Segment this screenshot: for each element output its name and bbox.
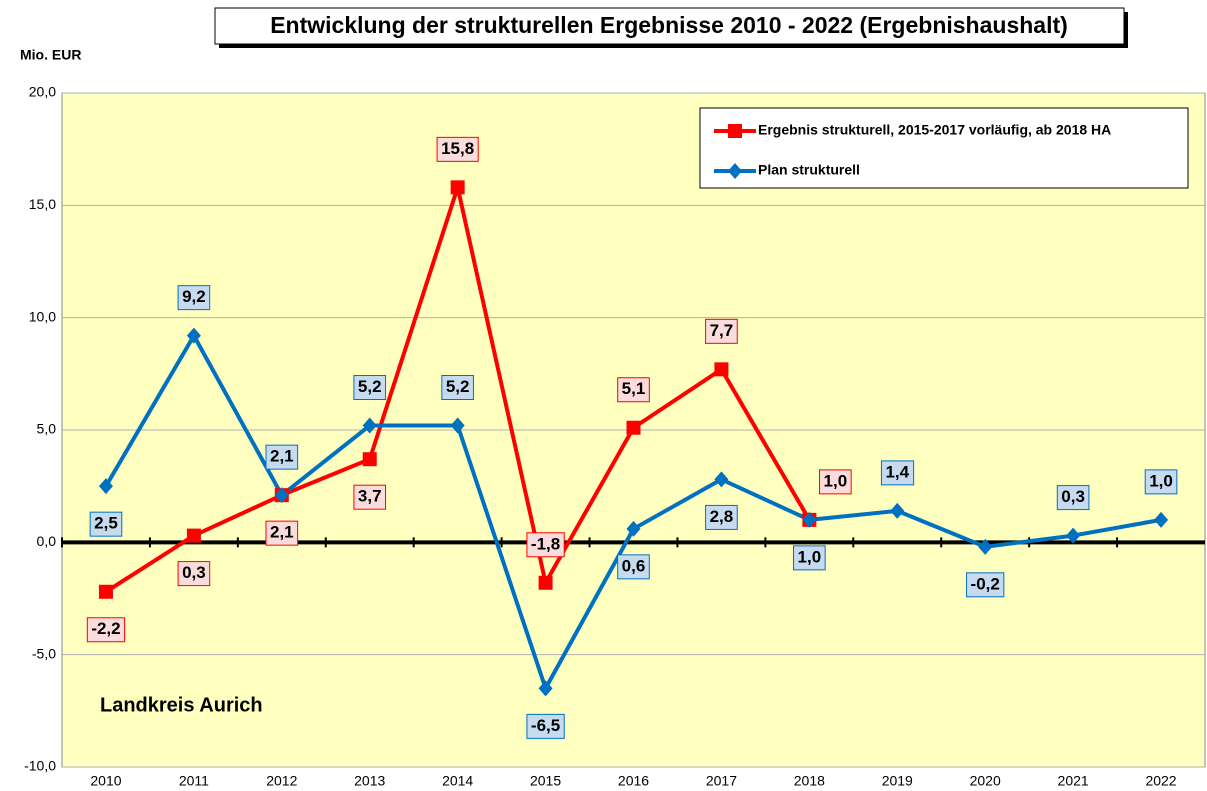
data-label-box [617, 377, 650, 403]
data-label-box [966, 572, 1005, 598]
x-tick-label: 2011 [179, 773, 209, 789]
data-label-box [526, 713, 565, 739]
x-tick-label: 2014 [442, 773, 473, 789]
data-label: 1,0 [824, 471, 848, 490]
marker [978, 538, 993, 555]
data-label-box [265, 444, 299, 470]
marker [98, 478, 113, 495]
y-tick-label: -5,0 [32, 645, 56, 661]
x-tick-label: 2017 [706, 773, 737, 789]
marker [714, 362, 729, 377]
data-label: -6,5 [531, 716, 560, 735]
data-label-box [617, 554, 650, 580]
data-label-box [705, 318, 738, 344]
marker [98, 584, 113, 599]
marker [538, 575, 553, 590]
x-tick-label: 2020 [970, 773, 1001, 789]
data-label: 1,0 [798, 547, 822, 566]
chart-title: Entwicklung der strukturellen Ergebnisse… [270, 12, 1068, 38]
legend-box [699, 107, 1189, 189]
data-label: 0,3 [1061, 487, 1085, 506]
data-label: 5,2 [446, 377, 470, 396]
data-label-box [177, 285, 211, 311]
marker [362, 417, 377, 434]
data-label: 0,6 [622, 556, 646, 575]
data-label-box [526, 532, 565, 558]
x-tick-label: 2021 [1058, 773, 1089, 789]
data-label: 0,3 [182, 563, 206, 582]
y-tick-label: 0,0 [37, 533, 57, 549]
data-label: 3,7 [358, 487, 382, 506]
x-tick-label: 2013 [354, 773, 385, 789]
marker [186, 327, 201, 344]
data-label-box [436, 136, 479, 162]
marker [728, 163, 742, 179]
data-label-box [1056, 485, 1090, 511]
x-tick-label: 2022 [1145, 773, 1176, 789]
x-tick-label: 2015 [530, 773, 561, 789]
data-label-box [819, 469, 852, 495]
title-box [214, 7, 1125, 45]
data-label: -2,2 [91, 619, 120, 638]
data-label-box [353, 375, 387, 401]
y-tick-label: 10,0 [29, 308, 56, 324]
data-label: 1,0 [1149, 471, 1173, 490]
marker [362, 452, 377, 467]
x-tick-label: 2016 [618, 773, 649, 789]
data-label-box [89, 511, 123, 537]
data-label-box [86, 617, 126, 643]
data-label: 5,2 [358, 377, 382, 396]
data-label: 15,8 [441, 139, 474, 158]
data-label: 2,8 [710, 507, 734, 526]
data-label: -0,2 [971, 574, 1000, 593]
y-tick-label: -10,0 [24, 758, 56, 774]
data-label-box [353, 484, 387, 510]
marker [626, 420, 641, 435]
data-label-box [177, 561, 211, 587]
data-label: -1,8 [531, 534, 560, 553]
marker [186, 528, 201, 543]
marker [802, 511, 817, 528]
data-label: 2,1 [270, 523, 294, 542]
data-label: 2,5 [94, 514, 118, 533]
x-tick-label: 2019 [882, 773, 913, 789]
marker [538, 680, 553, 697]
marker [714, 471, 729, 488]
marker [1154, 511, 1169, 528]
y-tick-label: 15,0 [29, 196, 56, 212]
data-label: 5,1 [622, 379, 646, 398]
data-label-box [880, 460, 915, 486]
marker [450, 180, 465, 195]
marker [728, 124, 742, 138]
marker [450, 417, 465, 434]
annotation: Landkreis Aurich [100, 694, 263, 716]
x-tick-label: 2012 [266, 773, 297, 789]
data-label: 7,7 [710, 321, 734, 340]
data-label-box [441, 375, 474, 401]
y-tick-label: 20,0 [29, 84, 56, 100]
data-label-box [705, 504, 738, 530]
legend-label: Plan strukturell [758, 162, 860, 178]
data-label-box [1144, 469, 1178, 495]
marker [1066, 527, 1081, 544]
marker [274, 487, 289, 504]
y-tick-label: 5,0 [37, 421, 57, 437]
legend-label: Ergebnis strukturell, 2015-2017 vorläufi… [758, 122, 1111, 138]
data-label-box [793, 545, 826, 571]
marker [626, 520, 641, 537]
y-axis-label: Mio. EUR [20, 47, 81, 63]
data-label: 9,2 [182, 287, 206, 306]
marker [890, 502, 905, 519]
data-label: 1,4 [885, 462, 909, 481]
data-label: 2,1 [270, 447, 294, 466]
x-tick-label: 2010 [90, 773, 121, 789]
data-label-box [265, 520, 299, 546]
x-tick-label: 2018 [794, 773, 825, 789]
